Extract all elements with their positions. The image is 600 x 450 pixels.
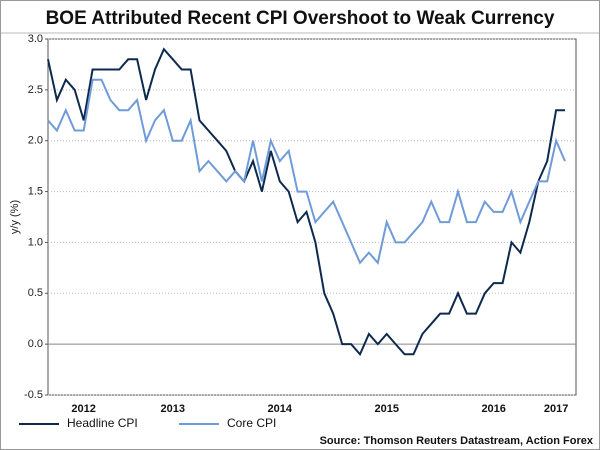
y-tick-label: 3.0 — [28, 33, 43, 45]
y-tick-label: 2.0 — [28, 135, 43, 147]
series-line — [47, 78, 566, 265]
legend-label: Core CPI — [227, 416, 276, 430]
source-note: Source: Thomson Reuters Datastream, Acti… — [320, 435, 594, 447]
x-tick-label: 2016 — [481, 403, 505, 415]
chart-title: BOE Attributed Recent CPI Overshoot to W… — [46, 8, 555, 29]
y-axis-label: y/y (%) — [9, 200, 21, 234]
y-tick-label: 1.0 — [28, 236, 43, 248]
y-tick-label: 2.5 — [28, 84, 43, 96]
x-tick-label: 2012 — [71, 403, 95, 415]
plot-area — [47, 38, 577, 396]
x-tick-label: 2013 — [161, 403, 185, 415]
x-tick-label: 2014 — [268, 403, 293, 415]
y-tick-label: 0.5 — [28, 287, 43, 299]
x-tick-label: 2015 — [374, 403, 398, 415]
x-tick-label: 2017 — [544, 403, 568, 415]
series-line — [47, 47, 565, 357]
y-tick-label: -0.5 — [24, 389, 43, 401]
y-tick-label: 0.0 — [28, 338, 43, 350]
y-tick-label: 1.5 — [28, 185, 43, 197]
legend-label: Headline CPI — [67, 416, 138, 430]
